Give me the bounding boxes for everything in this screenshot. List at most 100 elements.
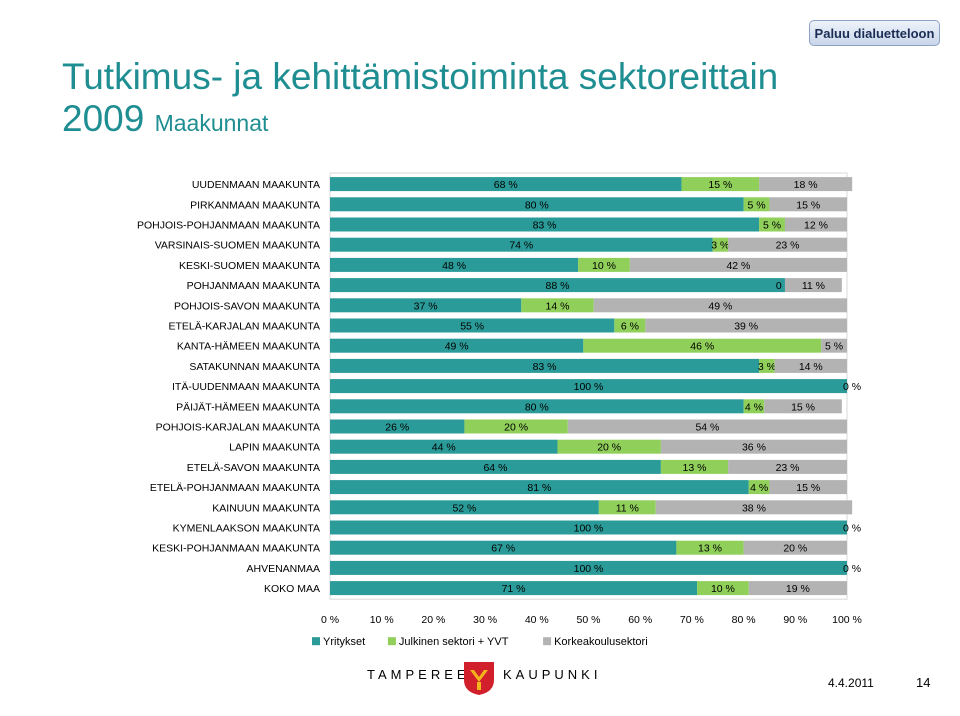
bar-segment <box>784 217 847 232</box>
data-label: 44 % <box>432 442 456 454</box>
x-tick-label: 10 % <box>370 614 394 626</box>
bar-segment <box>748 480 770 495</box>
data-label: 15 % <box>796 482 820 494</box>
bar-segment <box>759 358 775 373</box>
bar-segment <box>697 581 749 596</box>
x-tick-label: 50 % <box>577 614 601 626</box>
x-tick-label: 80 % <box>732 614 756 626</box>
bar-segment <box>743 197 770 212</box>
bar-segment <box>330 520 847 535</box>
data-label: 39 % <box>734 321 758 333</box>
data-label: 11 % <box>616 502 639 514</box>
title-main: Tutkimus- ja kehittämistoiminta sektorei… <box>62 56 779 97</box>
category-label: UUDENMAAN MAAKUNTA <box>192 179 320 191</box>
data-label: 55 % <box>460 321 484 333</box>
bar-segment <box>769 197 847 212</box>
data-label: 15 % <box>796 199 820 211</box>
x-tick-label: 90 % <box>783 614 807 626</box>
data-label: 38 % <box>742 502 766 514</box>
data-label: 4 % <box>750 482 768 494</box>
data-label: 71 % <box>502 583 526 595</box>
data-label: 0 % <box>843 563 861 575</box>
data-label: 18 % <box>794 179 818 191</box>
legend-swatch <box>312 637 320 646</box>
bar-segment <box>330 581 698 596</box>
bar-segment <box>583 338 822 353</box>
data-label: 67 % <box>491 543 515 555</box>
x-tick-label: 70 % <box>680 614 704 626</box>
legend-label: Korkeakoulusektori <box>554 636 648 648</box>
data-label: 20 % <box>597 442 621 454</box>
data-label: 52 % <box>452 502 476 514</box>
data-label: 36 % <box>742 442 766 454</box>
bar-segment <box>614 318 646 333</box>
category-label: POHJOIS-SAVON MAAKUNTA <box>174 300 320 312</box>
data-label: 23 % <box>776 240 800 252</box>
bar-segment <box>567 419 847 434</box>
category-label: VARSINAIS-SUOMEN MAAKUNTA <box>155 240 320 252</box>
category-label: POHJANMAAN MAAKUNTA <box>187 280 320 292</box>
back-to-slide-list-button[interactable]: Paluu dialuetteloon <box>809 20 940 46</box>
category-label: ETELÄ-POHJANMAAN MAAKUNTA <box>150 482 320 494</box>
category-label: PÄIJÄT-HÄMEEN MAAKUNTA <box>176 401 320 413</box>
bar-segment <box>521 298 594 313</box>
data-label: 10 % <box>592 260 616 272</box>
bar-segment <box>330 278 785 293</box>
data-label: 83 % <box>533 220 557 232</box>
legend-label: Julkinen sektori + YVT <box>399 636 509 648</box>
data-label: 88 % <box>546 280 570 292</box>
bar-segment <box>759 217 785 232</box>
data-label: 12 % <box>804 220 828 232</box>
data-label: 74 % <box>509 240 533 252</box>
bar-segment <box>330 459 661 474</box>
bar-segment <box>764 399 842 414</box>
bar-segment <box>330 419 465 434</box>
bar-segment <box>578 257 630 272</box>
bar-segment <box>330 560 847 575</box>
legend-swatch <box>387 637 396 646</box>
data-label: 46 % <box>690 341 714 353</box>
x-tick-label: 60 % <box>628 614 652 626</box>
category-label: PIRKANMAAN MAAKUNTA <box>190 199 320 211</box>
bar-segment <box>330 358 760 373</box>
bar-segment <box>330 480 749 495</box>
data-label: 10 % <box>711 583 735 595</box>
bar-segment <box>629 257 847 272</box>
slide-page-number: 14 <box>916 675 931 690</box>
data-label: 5 % <box>747 199 765 211</box>
bar-segment <box>330 177 682 192</box>
legend-swatch <box>543 637 552 646</box>
bar-segment <box>784 278 842 293</box>
data-label: 49 % <box>708 300 732 312</box>
bar-segment <box>330 399 744 414</box>
data-label: 5 % <box>763 220 781 232</box>
x-tick-label: 100 % <box>832 614 862 626</box>
bar-segment <box>593 298 847 313</box>
title-subtitle: Maakunnat <box>154 110 269 136</box>
bar-segment <box>743 399 765 414</box>
data-label: 14 % <box>546 300 570 312</box>
data-label: 26 % <box>385 422 409 434</box>
bar-segment <box>660 459 729 474</box>
bar-segment <box>330 318 615 333</box>
category-label: ETELÄ-KARJALAN MAAKUNTA <box>168 321 320 333</box>
category-label: KANTA-HÄMEEN MAAKUNTA <box>177 341 320 353</box>
data-label: 6 % <box>621 321 639 333</box>
bar-segment <box>743 540 847 555</box>
x-tick-label: 30 % <box>473 614 497 626</box>
bar-segment <box>821 338 847 353</box>
data-label: 11 % <box>802 280 825 292</box>
x-tick-label: 20 % <box>421 614 445 626</box>
bar-segment <box>330 197 744 212</box>
bar-segment <box>330 217 760 232</box>
bar-segment <box>655 500 853 515</box>
data-label: 80 % <box>525 199 549 211</box>
bar-segment <box>712 237 729 252</box>
category-label: POHJOIS-POHJANMAAN MAAKUNTA <box>137 220 320 232</box>
page-title: Tutkimus- ja kehittämistoiminta sektorei… <box>62 56 778 144</box>
category-label: POHJOIS-KARJALAN MAAKUNTA <box>156 422 320 434</box>
category-label: ETELÄ-SAVON MAAKUNTA <box>187 462 320 474</box>
bar-segment <box>728 237 847 252</box>
x-tick-label: 40 % <box>525 614 549 626</box>
data-label: 15 % <box>791 401 815 413</box>
